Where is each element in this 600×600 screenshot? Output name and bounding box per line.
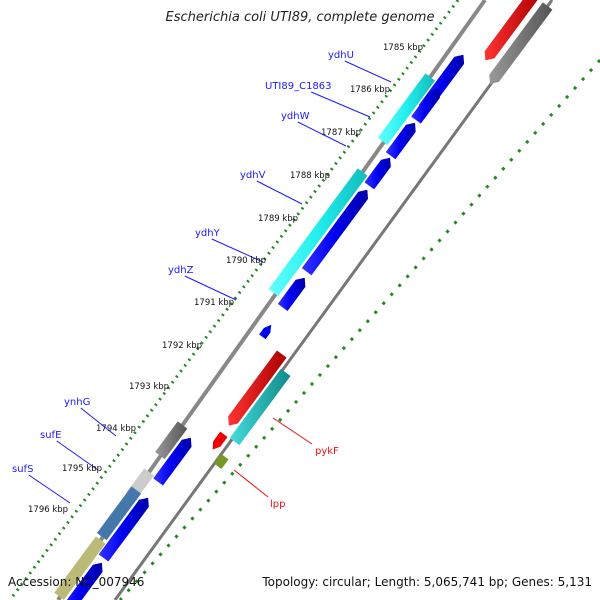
leader-lines [28, 60, 392, 504]
feature-cds-blue [66, 562, 103, 600]
feature-cds-blue [301, 189, 368, 276]
inner-dashed-ring [118, 59, 600, 600]
leader-line-ydhu [344, 60, 392, 83]
map-title: Escherichia coli UTI89, complete genome [165, 10, 435, 25]
tick-label: 1785 kbp [383, 43, 423, 53]
leader-line-ynhg [80, 407, 117, 437]
feature-red-small [212, 431, 228, 450]
leader-line-ydhv [256, 180, 303, 205]
accession-text: Accession: NC_007946 [8, 575, 145, 589]
tick-label: 1788 kbp [290, 171, 330, 181]
feature-cds-blue [98, 497, 149, 562]
feature-cyan [377, 73, 436, 145]
feature-layer [54, 0, 553, 600]
gene-label-lpp: lpp [270, 499, 285, 510]
feature-small-blue [259, 324, 272, 340]
tick-label: 1792 kbp [162, 341, 202, 351]
tick-label: 1794 kbp [96, 424, 136, 434]
leader-line-uti89_c1863 [311, 91, 371, 118]
feature-teal-pykF [229, 368, 291, 446]
leader-line-pykf [272, 417, 313, 445]
gene-label-pykf: pykF [315, 446, 339, 457]
gene-label-sufe: sufE [40, 430, 61, 441]
tick-label: 1791 kbp [194, 298, 234, 308]
tick-labels: 1785 kbp 1786 kbp 1787 kbp 1788 kbp 1789 kbp… [28, 43, 423, 515]
gene-labels: ydhU UTI89_C1863 ydhW ydhV ydhY ydhZ ynhG sufE s… [12, 50, 354, 510]
gene-label-uti89_c1863: UTI89_C1863 [265, 81, 332, 92]
gene-label-sufs: sufS [12, 464, 33, 475]
genome-summary-text: Topology: circular; Length: 5,065,741 bp… [262, 575, 592, 589]
feature-cds-blue [277, 277, 306, 312]
feature-cds-blue [364, 157, 391, 190]
outer-dotted-ring [8, 0, 460, 600]
feature-ynhG [155, 421, 188, 460]
feature-cds-blue [385, 122, 416, 160]
tick-label: 1786 kbp [350, 85, 390, 95]
leader-line-ydhy [211, 238, 264, 263]
leader-line-ydhw [297, 121, 347, 147]
feature-sufS [96, 486, 142, 541]
backbone-line-inner [113, 0, 554, 600]
tick-label: 1789 kbp [258, 214, 298, 224]
tick-label: 1796 kbp [28, 505, 68, 515]
feature-cds-blue [153, 437, 192, 486]
leader-line-lpp [233, 469, 269, 498]
gene-label-ynhg: ynhG [64, 397, 90, 408]
feature-gray-top [489, 2, 553, 84]
feature-khaki [54, 536, 106, 600]
gene-label-ydhv: ydhV [240, 170, 266, 181]
feature-lpp [214, 454, 229, 469]
gene-label-ydhw: ydhW [281, 111, 310, 122]
feature-red-top [484, 0, 538, 61]
leader-line-ydhz [184, 275, 237, 301]
feature-cds-blue [411, 88, 440, 124]
tick-label: 1790 kbp [226, 256, 266, 266]
gene-label-ydhy: ydhY [195, 228, 221, 239]
gene-label-ydhz: ydhZ [168, 265, 194, 276]
leader-line-sufe [56, 440, 99, 471]
tick-label: 1795 kbp [62, 464, 102, 474]
feature-red-pykF [228, 350, 287, 426]
gene-label-ydhu: ydhU [328, 50, 354, 61]
feature-cyan [268, 168, 368, 297]
tick-label: 1787 kbp [321, 128, 361, 138]
leader-line-sufs [28, 474, 71, 504]
tick-label: 1793 kbp [129, 382, 169, 392]
